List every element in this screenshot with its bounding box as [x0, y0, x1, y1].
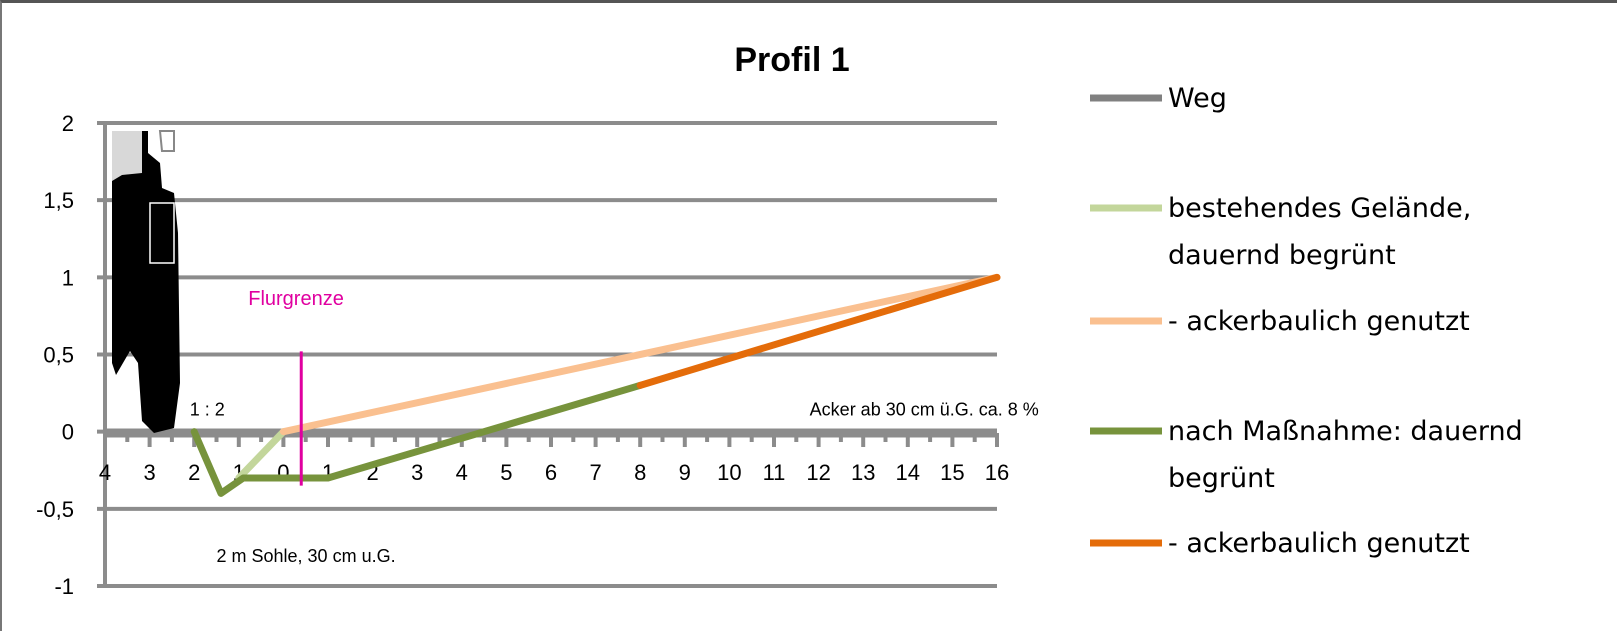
series-line — [636, 273, 1001, 389]
x-tick-label: 10 — [717, 460, 741, 485]
legend-label: - ackerbaulich genutzt — [1168, 528, 1470, 559]
x-tick-label: 14 — [896, 460, 920, 485]
series-line — [190, 381, 644, 497]
x-tick-label: 11 — [763, 460, 786, 485]
road-silhouette-light — [112, 131, 144, 181]
y-tick-label: 0 — [62, 420, 74, 445]
road-silhouette-outline — [149, 202, 175, 264]
y-tick-label: 1 — [62, 265, 74, 290]
y-tick-label: 1,5 — [43, 188, 74, 213]
x-tick-label: 4 — [456, 460, 468, 485]
legend-label: bestehendes Gelände, dauernd begrünt — [1168, 193, 1471, 271]
x-tick-label: 12 — [806, 460, 830, 485]
x-tick-label: 9 — [679, 460, 691, 485]
y-tick-label: -1 — [54, 574, 74, 599]
x-tick-label: 8 — [634, 460, 646, 485]
x-tick-label: 3 — [143, 460, 155, 485]
road-silhouette-notch — [158, 130, 175, 152]
x-tick-label: 16 — [985, 460, 1009, 485]
annotation-label: 1 : 2 — [190, 400, 225, 420]
legend-label: - ackerbaulich genutzt — [1168, 306, 1470, 337]
x-tick-label: 5 — [500, 460, 512, 485]
x-tick-label: 7 — [589, 460, 601, 485]
x-tick-label: 13 — [851, 460, 875, 485]
annotation-label: 2 m Sohle, 30 cm u.G. — [217, 546, 396, 566]
legend-label: Weg — [1168, 83, 1227, 114]
x-tick-label: 4 — [99, 460, 111, 485]
y-tick-label: 2 — [62, 111, 74, 136]
y-tick-label: 0,5 — [43, 343, 74, 368]
road-silhouette — [112, 130, 180, 433]
road-silhouette-dark — [112, 131, 180, 433]
x-tick-label: 3 — [411, 460, 423, 485]
legend-label: nach Maßnahme: dauernd begrünt — [1168, 416, 1523, 494]
flurgrenze-label: Flurgrenze — [248, 288, 344, 310]
x-tick-label: 2 — [188, 460, 200, 485]
series-line — [279, 273, 1001, 436]
y-tick-label: -0,5 — [36, 497, 74, 522]
chart-title: Profil 1 — [734, 41, 849, 79]
profile-chart: Profil 121,510,50-0,5-14 3 2 1 0 1 2 3 4 5 6 7 8 9 10 1… — [36, 41, 1523, 599]
x-tick-label: 6 — [545, 460, 557, 485]
x-tick-label: 15 — [940, 460, 964, 485]
annotation-label: Acker ab 30 cm ü.G. ca. 8 % — [810, 400, 1039, 420]
series-line — [235, 428, 287, 482]
